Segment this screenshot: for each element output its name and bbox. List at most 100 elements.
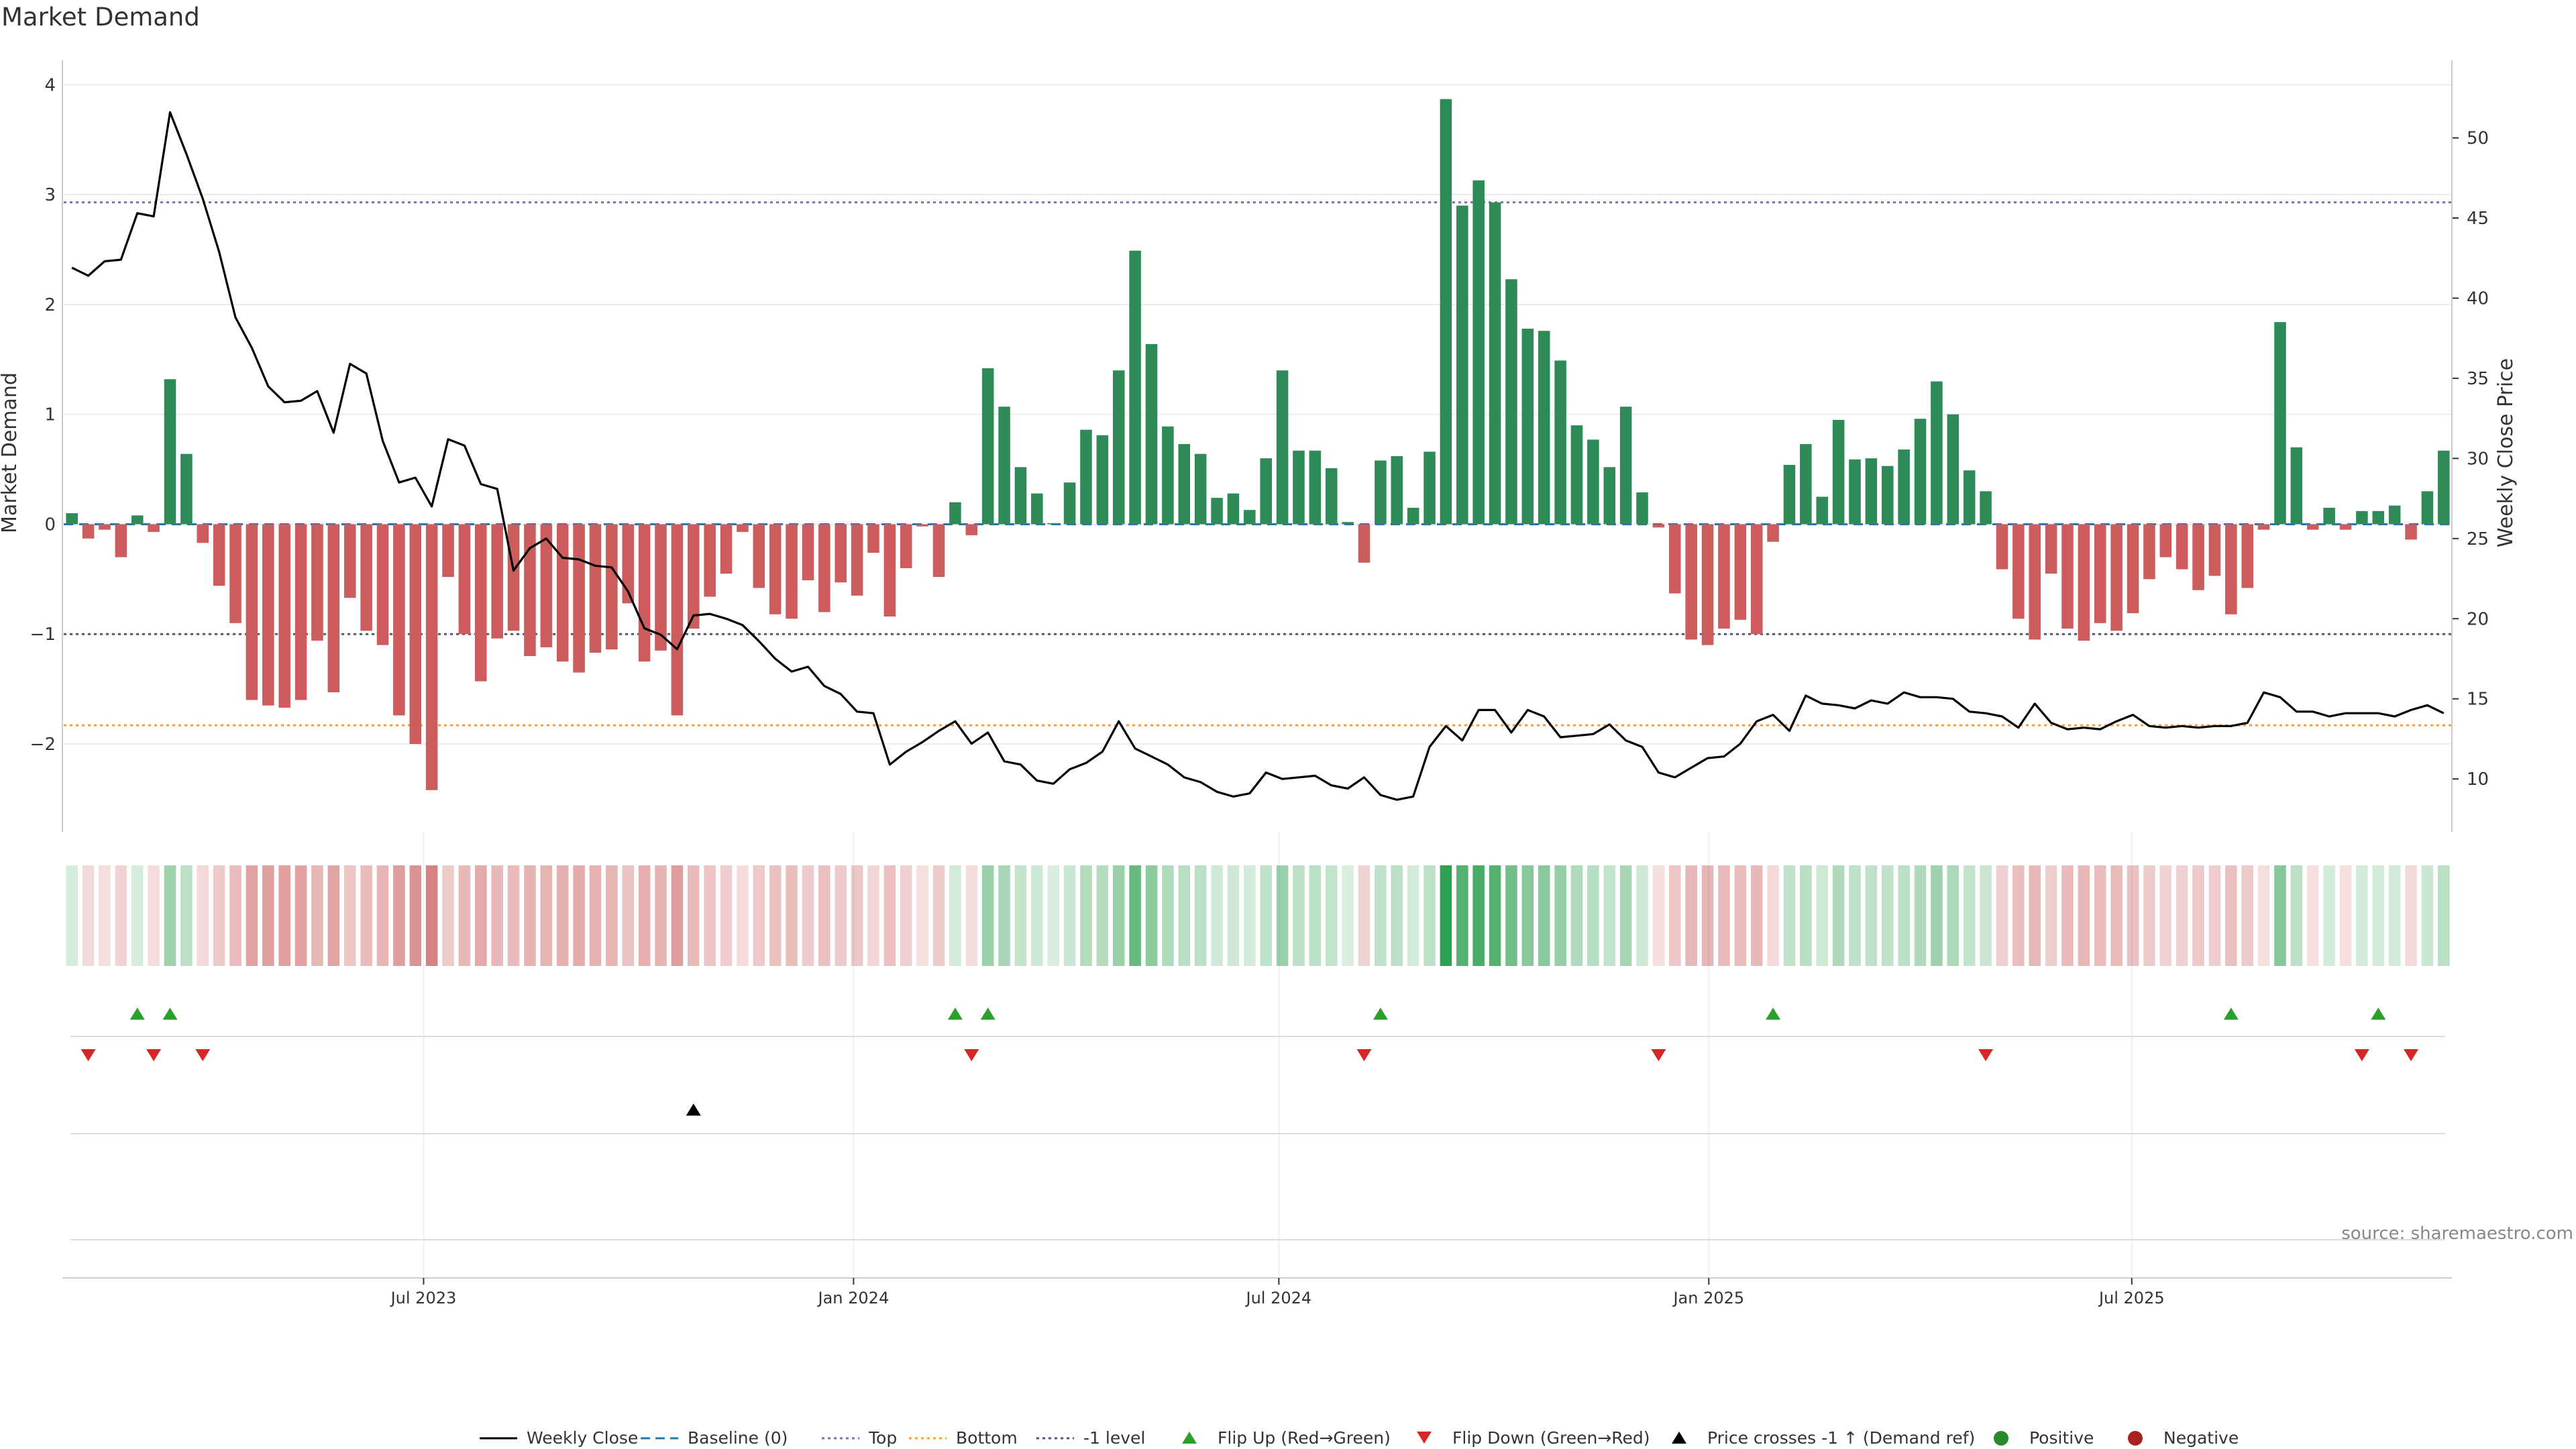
flip-up-marker — [1766, 1008, 1781, 1020]
demand-bar — [2257, 524, 2270, 530]
heat-cell — [1701, 865, 1714, 966]
demand-bar — [1865, 458, 1878, 525]
y-tick-label-right: 25 — [2467, 529, 2489, 549]
demand-bar — [1619, 407, 1632, 525]
legend-label: Weekly Close — [527, 1428, 638, 1448]
demand-bar — [573, 524, 585, 673]
y-tick-label-left: −2 — [30, 735, 56, 755]
y-tick-label-right: 40 — [2467, 288, 2489, 309]
y-axis-label-left: Market Demand — [0, 372, 21, 533]
heat-cell — [1636, 865, 1648, 966]
demand-bar — [1881, 466, 1894, 525]
demand-bar — [2405, 524, 2417, 540]
heat-cell — [1505, 865, 1517, 966]
demand-bar — [1047, 523, 1059, 525]
demand-bar — [1832, 419, 1845, 525]
demand-bar — [720, 524, 733, 574]
demand-bar — [900, 524, 912, 568]
heat-cell — [835, 865, 847, 966]
demand-heat-strip — [66, 865, 2450, 966]
demand-bar — [1685, 524, 1697, 640]
heat-cell — [1162, 865, 1174, 966]
heat-cell — [278, 865, 290, 966]
heat-cell — [1816, 865, 1829, 966]
demand-bar — [1440, 99, 1452, 525]
demand-bar — [1145, 343, 1158, 525]
demand-bar — [671, 524, 684, 716]
heat-cell — [491, 865, 503, 966]
demand-bar — [1570, 425, 1583, 525]
demand-bar — [1996, 524, 2008, 570]
x-tick-label: Jan 2024 — [817, 1289, 890, 1307]
demand-bar — [278, 524, 290, 708]
heat-cell — [1718, 865, 1730, 966]
demand-bar — [393, 524, 405, 716]
demand-bar — [2029, 524, 2041, 640]
demand-bar — [1767, 524, 1779, 542]
heat-cell — [393, 865, 405, 966]
demand-bar — [409, 524, 422, 744]
heat-cell — [589, 865, 602, 966]
heat-cell — [606, 865, 618, 966]
demand-bar — [932, 524, 945, 578]
demand-bar — [1031, 493, 1043, 525]
heat-cell — [442, 865, 454, 966]
flip-down-marker — [2404, 1049, 2419, 1061]
x-tick-label: Jul 2023 — [390, 1289, 457, 1307]
legend-item: Positive — [1994, 1428, 2094, 1448]
demand-bar — [802, 524, 814, 580]
y-tick-label-right: 35 — [2467, 369, 2489, 389]
demand-bar — [867, 524, 879, 553]
demand-bar — [1587, 439, 1599, 525]
demand-bar — [2339, 524, 2352, 530]
demand-bar — [1914, 419, 1927, 525]
axes: −2 −1 0 1 2 3 4 10 15 20 25 30 35 40 45 50 Market Demand… — [0, 60, 2518, 832]
demand-bar — [2306, 524, 2319, 530]
demand-bar — [2192, 524, 2204, 590]
y-tick-label-right: 20 — [2467, 609, 2489, 629]
demand-bar — [360, 524, 372, 631]
demand-bar — [343, 524, 356, 598]
heat-cell — [2061, 865, 2074, 966]
demand-bar — [148, 524, 160, 532]
heat-cell — [671, 865, 684, 966]
demand-bar — [638, 524, 651, 662]
demand-bar — [131, 515, 144, 525]
demand-bar — [246, 524, 258, 700]
demand-bar — [262, 524, 274, 706]
demand-bar — [1849, 459, 1861, 525]
legend-label: Flip Up (Red→Green) — [1218, 1428, 1391, 1448]
heat-cell — [2372, 865, 2385, 966]
demand-bar — [1718, 524, 1730, 629]
demand-bar — [1309, 450, 1322, 525]
heat-cell — [1145, 865, 1158, 966]
x-tick-label: Jul 2025 — [2098, 1289, 2165, 1307]
demand-bar — [507, 524, 520, 631]
demand-bar — [475, 524, 487, 682]
heat-cell — [1554, 865, 1566, 966]
flip-down-marker — [80, 1049, 96, 1061]
demand-bar — [589, 524, 602, 653]
heat-cell — [965, 865, 978, 966]
heat-cell — [1391, 865, 1403, 966]
heat-cell — [1767, 865, 1779, 966]
demand-bar — [2078, 524, 2090, 641]
heat-cell — [115, 865, 127, 966]
demand-bar — [2421, 491, 2434, 525]
heat-cell — [720, 865, 733, 966]
x-tick-label: Jan 2025 — [1672, 1289, 1744, 1307]
demand-bar — [2110, 524, 2123, 631]
demand-bar — [883, 524, 896, 617]
legend-item: Negative — [2128, 1428, 2239, 1448]
demand-bar — [99, 524, 111, 530]
demand-bar — [1669, 524, 1681, 594]
demand-bar — [622, 524, 635, 604]
heat-cell — [1734, 865, 1747, 966]
heat-cell — [327, 865, 340, 966]
heat-cell — [1063, 865, 1076, 966]
weekly-close-line — [71, 111, 2445, 801]
demand-bar — [491, 524, 503, 639]
demand-bar — [704, 524, 716, 597]
legend-label: Bottom — [956, 1428, 1018, 1448]
heat-cell — [1096, 865, 1109, 966]
